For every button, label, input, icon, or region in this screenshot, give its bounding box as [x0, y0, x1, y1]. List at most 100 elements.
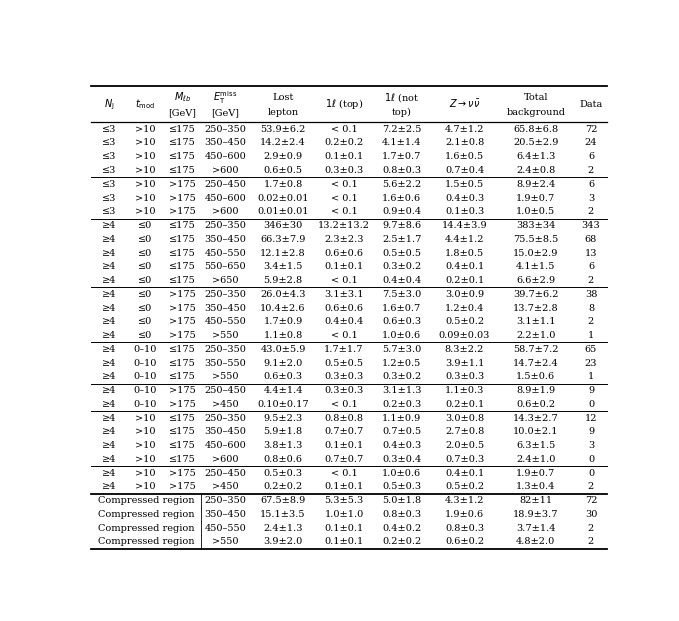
Text: 0.8±0.8: 0.8±0.8	[325, 414, 363, 423]
Text: 450–600: 450–600	[204, 441, 246, 450]
Text: 5.0±1.8: 5.0±1.8	[382, 496, 422, 505]
Text: 0.09±0.03: 0.09±0.03	[439, 331, 490, 340]
Text: 343: 343	[582, 221, 600, 230]
Text: 2: 2	[588, 317, 594, 327]
Text: 1.8±0.5: 1.8±0.5	[445, 248, 484, 258]
Text: 14.2±2.4: 14.2±2.4	[260, 138, 306, 147]
Text: ≥4: ≥4	[102, 304, 116, 312]
Text: 14.4±3.9: 14.4±3.9	[442, 221, 488, 230]
Text: 2.3±2.3: 2.3±2.3	[325, 235, 364, 244]
Text: 1.0±0.6: 1.0±0.6	[382, 469, 422, 478]
Text: 4.4±1.4: 4.4±1.4	[263, 386, 303, 395]
Text: >650: >650	[212, 276, 238, 285]
Text: >10: >10	[134, 427, 155, 437]
Text: 13: 13	[585, 248, 598, 258]
Text: 0.3±0.3: 0.3±0.3	[325, 386, 364, 395]
Text: 0.2±0.2: 0.2±0.2	[325, 138, 364, 147]
Text: 0.7±0.4: 0.7±0.4	[445, 166, 484, 175]
Text: 0.2±0.1: 0.2±0.1	[445, 276, 484, 285]
Text: 0.5±0.5: 0.5±0.5	[382, 248, 421, 258]
Text: 3.0±0.9: 3.0±0.9	[445, 290, 484, 299]
Text: 7.5±3.0: 7.5±3.0	[382, 290, 422, 299]
Text: 350–450: 350–450	[204, 138, 246, 147]
Text: 9: 9	[588, 427, 594, 437]
Text: ≤175: ≤175	[169, 125, 196, 134]
Text: 2: 2	[588, 166, 594, 175]
Text: 3.9±2.0: 3.9±2.0	[263, 538, 303, 546]
Text: $1\ell$ (not: $1\ell$ (not	[384, 91, 420, 104]
Text: 0.1±0.1: 0.1±0.1	[325, 524, 364, 533]
Text: 1.1±0.8: 1.1±0.8	[263, 331, 303, 340]
Text: ≥4: ≥4	[102, 221, 116, 230]
Text: ≥4: ≥4	[102, 235, 116, 244]
Text: >10: >10	[134, 138, 155, 147]
Text: 2: 2	[588, 207, 594, 216]
Text: 15.0±2.9: 15.0±2.9	[513, 248, 559, 258]
Text: ≥4: ≥4	[102, 386, 116, 395]
Text: 0.02±0.01: 0.02±0.01	[257, 194, 309, 202]
Text: 1.7±1.7: 1.7±1.7	[325, 345, 364, 354]
Text: 24: 24	[585, 138, 598, 147]
Text: 0.3±0.2: 0.3±0.2	[382, 262, 422, 271]
Text: >600: >600	[212, 455, 238, 464]
Text: $Z \rightarrow \nu\bar{\nu}$: $Z \rightarrow \nu\bar{\nu}$	[449, 98, 480, 111]
Text: 0.3±0.3: 0.3±0.3	[445, 373, 484, 381]
Text: 5.9±2.8: 5.9±2.8	[263, 276, 303, 285]
Text: 3.8±1.3: 3.8±1.3	[263, 441, 303, 450]
Text: >10: >10	[134, 455, 155, 464]
Text: ≤175: ≤175	[169, 138, 196, 147]
Text: ≤0: ≤0	[138, 290, 152, 299]
Text: < 0.1: < 0.1	[331, 400, 357, 409]
Text: >175: >175	[169, 207, 196, 216]
Text: 0.5±0.2: 0.5±0.2	[445, 483, 484, 491]
Text: 0.9±0.4: 0.9±0.4	[382, 207, 422, 216]
Text: ≥4: ≥4	[102, 400, 116, 409]
Text: 2.5±1.7: 2.5±1.7	[382, 235, 422, 244]
Text: ≤175: ≤175	[169, 152, 196, 161]
Text: 5.9±1.8: 5.9±1.8	[263, 427, 303, 437]
Text: ≥4: ≥4	[102, 317, 116, 327]
Text: 550–650: 550–650	[204, 262, 246, 271]
Text: 0.5±0.3: 0.5±0.3	[382, 483, 422, 491]
Text: >175: >175	[169, 331, 196, 340]
Text: 3.0±0.8: 3.0±0.8	[445, 414, 484, 423]
Text: 12: 12	[585, 414, 598, 423]
Text: 5.6±2.2: 5.6±2.2	[382, 179, 422, 189]
Text: ≤0: ≤0	[138, 276, 152, 285]
Text: background: background	[507, 108, 566, 117]
Text: 53.9±6.2: 53.9±6.2	[260, 125, 306, 134]
Text: ≤3: ≤3	[102, 166, 116, 175]
Text: 0.8±0.3: 0.8±0.3	[382, 510, 422, 519]
Text: 1.5±0.5: 1.5±0.5	[445, 179, 484, 189]
Text: ≤0: ≤0	[138, 235, 152, 244]
Text: 1.9±0.6: 1.9±0.6	[445, 510, 484, 519]
Text: ≤175: ≤175	[169, 166, 196, 175]
Text: ≥4: ≥4	[102, 427, 116, 437]
Text: 0.6±0.6: 0.6±0.6	[325, 304, 363, 312]
Text: >175: >175	[169, 194, 196, 202]
Text: 72: 72	[585, 496, 598, 505]
Text: [GeV]: [GeV]	[168, 108, 196, 117]
Text: 0: 0	[588, 455, 594, 464]
Text: >10: >10	[134, 166, 155, 175]
Text: ≤175: ≤175	[169, 373, 196, 381]
Text: ≤175: ≤175	[169, 262, 196, 271]
Text: 450–550: 450–550	[204, 248, 246, 258]
Text: 9.1±2.0: 9.1±2.0	[263, 358, 303, 368]
Text: 0.7±0.7: 0.7±0.7	[325, 427, 364, 437]
Text: 9.5±2.3: 9.5±2.3	[263, 414, 303, 423]
Text: 2.9±0.9: 2.9±0.9	[263, 152, 303, 161]
Text: 0.5±0.5: 0.5±0.5	[325, 358, 363, 368]
Text: ≥4: ≥4	[102, 345, 116, 354]
Text: ≥4: ≥4	[102, 290, 116, 299]
Text: 9.7±8.6: 9.7±8.6	[382, 221, 422, 230]
Text: 0.1±0.1: 0.1±0.1	[325, 538, 364, 546]
Text: 0–10: 0–10	[133, 358, 157, 368]
Text: ≤3: ≤3	[102, 207, 116, 216]
Text: 250–350: 250–350	[204, 496, 246, 505]
Text: 0.1±0.1: 0.1±0.1	[325, 483, 364, 491]
Text: >600: >600	[212, 166, 238, 175]
Text: 0.3±0.3: 0.3±0.3	[325, 373, 364, 381]
Text: 0.8±0.3: 0.8±0.3	[445, 524, 484, 533]
Text: >10: >10	[134, 469, 155, 478]
